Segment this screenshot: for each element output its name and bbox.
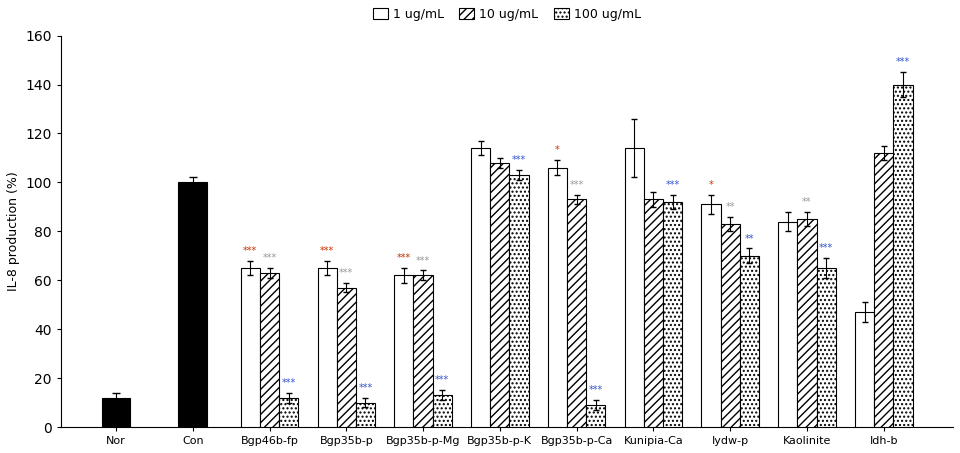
Bar — [798, 219, 817, 427]
Bar — [414, 275, 433, 427]
Bar — [721, 224, 740, 427]
Bar — [740, 256, 759, 427]
Bar — [779, 222, 798, 427]
Text: ***: *** — [416, 255, 430, 265]
Bar — [875, 153, 894, 427]
Bar — [548, 168, 567, 427]
Bar — [855, 312, 875, 427]
Bar — [625, 148, 644, 427]
Text: ***: *** — [262, 253, 276, 263]
Bar — [587, 405, 606, 427]
Bar — [260, 273, 279, 427]
Text: ***: *** — [819, 243, 833, 253]
Bar — [395, 275, 414, 427]
Bar — [241, 268, 260, 427]
Bar — [318, 268, 337, 427]
Bar — [279, 398, 299, 427]
Bar — [644, 199, 663, 427]
Bar — [337, 288, 356, 427]
Text: ***: *** — [339, 268, 353, 278]
Text: **: ** — [803, 197, 812, 207]
Text: ***: *** — [396, 253, 411, 263]
Text: *: * — [555, 145, 560, 155]
Text: ***: *** — [569, 180, 584, 190]
Text: ***: *** — [512, 155, 526, 165]
Bar — [510, 175, 529, 427]
Legend: 1 ug/mL, 10 ug/mL, 100 ug/mL: 1 ug/mL, 10 ug/mL, 100 ug/mL — [369, 3, 646, 26]
Bar — [894, 85, 913, 427]
Text: ***: *** — [281, 378, 296, 388]
Text: ***: *** — [588, 385, 603, 395]
Y-axis label: IL-8 production (%): IL-8 production (%) — [7, 171, 20, 291]
Bar — [663, 202, 683, 427]
Text: **: ** — [745, 234, 755, 244]
Bar — [179, 183, 207, 427]
Bar — [433, 395, 452, 427]
Text: ***: *** — [320, 246, 334, 256]
Text: ***: *** — [896, 58, 910, 67]
Text: ***: *** — [358, 383, 372, 393]
Text: ***: *** — [665, 180, 680, 190]
Bar — [356, 403, 375, 427]
Text: ***: *** — [435, 376, 449, 386]
Bar — [471, 148, 491, 427]
Bar — [491, 163, 510, 427]
Bar — [702, 204, 721, 427]
Text: *: * — [708, 180, 713, 190]
Bar — [817, 268, 836, 427]
Text: ***: *** — [243, 246, 257, 256]
Bar — [102, 398, 131, 427]
Text: **: ** — [726, 202, 735, 212]
Bar — [567, 199, 587, 427]
